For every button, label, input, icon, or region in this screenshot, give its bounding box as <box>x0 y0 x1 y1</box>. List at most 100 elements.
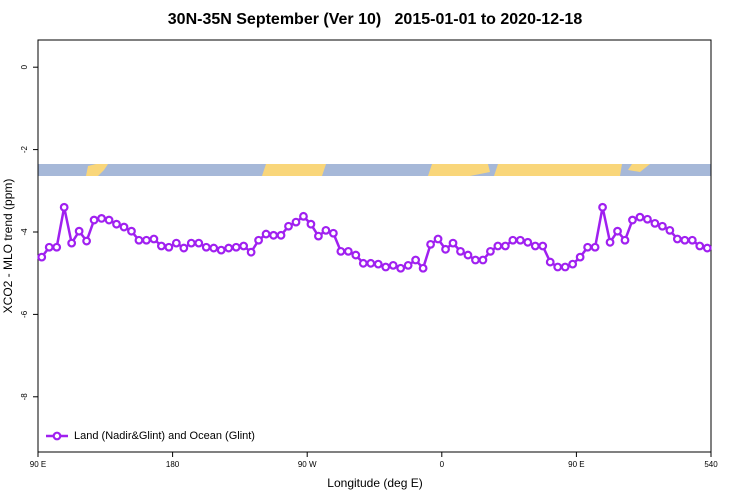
data-point <box>269 230 278 240</box>
data-point <box>224 243 234 253</box>
data-point <box>328 228 338 238</box>
data-point <box>426 239 435 249</box>
data-point <box>605 237 615 247</box>
data-point <box>560 262 570 272</box>
data-point <box>620 235 630 245</box>
data-point <box>209 243 219 253</box>
y-tick-label: -6 <box>20 310 29 318</box>
data-point <box>583 242 593 252</box>
data-point <box>179 243 189 253</box>
data-point <box>672 234 682 244</box>
data-point <box>635 212 645 222</box>
x-tick-label: 540 <box>704 460 718 469</box>
data-point <box>381 262 391 272</box>
data-point <box>433 234 443 244</box>
data-point <box>523 237 533 247</box>
data-point <box>538 241 548 251</box>
data-point <box>246 247 256 257</box>
data-point <box>261 229 271 239</box>
data-point <box>142 235 151 245</box>
data-point <box>149 234 159 244</box>
data-point <box>575 252 585 262</box>
legend-label: Land (Nadir&Glint) and Ocean (Glint) <box>74 430 255 442</box>
data-point <box>306 219 316 229</box>
data-point <box>343 246 353 256</box>
data-point <box>471 255 480 265</box>
data-point <box>643 214 652 224</box>
data-point <box>194 238 204 248</box>
data-point <box>500 241 510 251</box>
data-point <box>351 250 361 260</box>
y-tick-label: 0 <box>20 64 29 69</box>
data-point <box>186 238 196 248</box>
data-point <box>418 263 428 273</box>
data-point <box>74 226 84 236</box>
x-tick-label: 180 <box>166 460 180 469</box>
x-tick-label: 0 <box>440 460 445 469</box>
data-point <box>366 258 376 268</box>
x-tick-label: 90 W <box>298 460 317 469</box>
data-point <box>396 263 406 273</box>
data-point <box>568 259 578 269</box>
data-point <box>613 226 622 236</box>
data-point <box>59 202 69 212</box>
data-point <box>216 245 226 255</box>
data-point <box>702 243 712 253</box>
data-point <box>37 252 47 262</box>
data-point <box>456 246 465 256</box>
data-point <box>508 235 518 245</box>
data-point <box>657 221 667 231</box>
data-point <box>52 242 62 252</box>
data-point <box>284 221 293 231</box>
data-point <box>254 235 263 245</box>
data-point <box>44 242 54 252</box>
y-tick-label: -2 <box>20 145 29 153</box>
data-point <box>650 218 660 228</box>
data-point <box>493 241 503 251</box>
data-point <box>486 246 495 256</box>
data-point <box>239 241 249 251</box>
legend-marker <box>52 431 62 441</box>
land-band <box>86 164 108 176</box>
data-point <box>695 241 705 251</box>
land-band <box>262 164 326 176</box>
data-point <box>403 260 413 270</box>
data-point <box>463 250 473 260</box>
data-point <box>171 238 181 248</box>
data-point <box>441 244 450 254</box>
data-point <box>478 255 488 265</box>
data-point <box>628 215 637 225</box>
data-point <box>67 238 77 248</box>
land-band <box>628 164 650 172</box>
data-point <box>291 217 301 227</box>
data-point <box>448 238 458 248</box>
data-point <box>314 231 323 241</box>
data-point <box>598 202 607 212</box>
data-point <box>321 225 331 235</box>
x-tick-label: 90 E <box>30 460 46 469</box>
data-point <box>388 260 398 270</box>
land-band <box>428 164 490 176</box>
data-point <box>680 235 690 245</box>
data-point <box>299 211 308 221</box>
data-point <box>127 226 136 236</box>
data-point <box>201 242 211 252</box>
data-point <box>156 241 166 251</box>
y-tick-label: -4 <box>20 228 29 236</box>
y-tick-label: -8 <box>20 393 29 401</box>
data-point <box>89 215 99 225</box>
data-point <box>530 241 540 251</box>
data-point <box>104 215 114 225</box>
land-band <box>494 164 622 176</box>
data-point <box>358 258 368 268</box>
data-point <box>336 246 346 256</box>
data-point <box>97 213 106 223</box>
data-point <box>553 262 563 272</box>
data-point <box>134 235 144 245</box>
data-point <box>590 242 600 252</box>
y-axis-label: XCO2 - MLO trend (ppm) <box>1 179 15 314</box>
data-point <box>164 242 174 252</box>
data-point <box>276 230 286 240</box>
data-point <box>665 225 675 235</box>
